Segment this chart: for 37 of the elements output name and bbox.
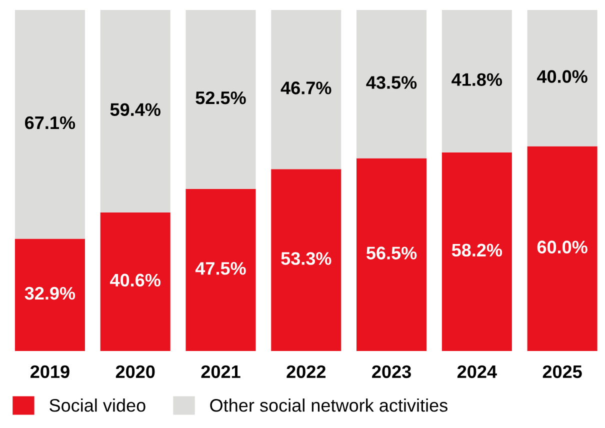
bar [356, 158, 427, 351]
bar [14, 10, 85, 239]
bar [356, 10, 427, 158]
data-label: 52.5% [196, 91, 246, 104]
data-label: 43.5% [366, 76, 417, 89]
bar [271, 10, 342, 170]
data-label: 41.8% [452, 73, 502, 86]
x-tick-label: 2019 [30, 365, 70, 378]
data-label: 56.5% [366, 246, 417, 260]
data-label: 67.1% [25, 116, 76, 130]
x-tick-label: 2024 [457, 365, 497, 378]
data-label: 46.7% [280, 82, 332, 94]
bar [527, 10, 598, 146]
bar [100, 10, 170, 212]
data-label: 60.0% [537, 240, 588, 254]
bar [100, 212, 170, 351]
x-tick-label: 2020 [116, 365, 155, 378]
bar [527, 146, 598, 351]
data-label: 40.0% [536, 70, 588, 83]
bar [14, 238, 85, 351]
data-label: 47.5% [195, 262, 246, 275]
bar [271, 169, 342, 351]
data-label: 40.6% [110, 274, 160, 287]
data-label: 53.3% [281, 252, 332, 265]
bar [186, 10, 256, 189]
bar [442, 10, 512, 152]
bar [442, 152, 512, 351]
x-tick-label: 2022 [286, 365, 326, 378]
x-tick-label: 2025 [542, 365, 582, 378]
x-tick-label: 2023 [372, 365, 411, 378]
legend-label: Other social network activities [210, 398, 448, 412]
x-tick-label: 2021 [201, 365, 240, 378]
data-label: 58.2% [452, 244, 502, 257]
bar [186, 188, 256, 351]
legend-label: Social video [50, 398, 146, 412]
data-label: 32.9% [24, 286, 76, 300]
data-label: 59.4% [110, 103, 160, 116]
